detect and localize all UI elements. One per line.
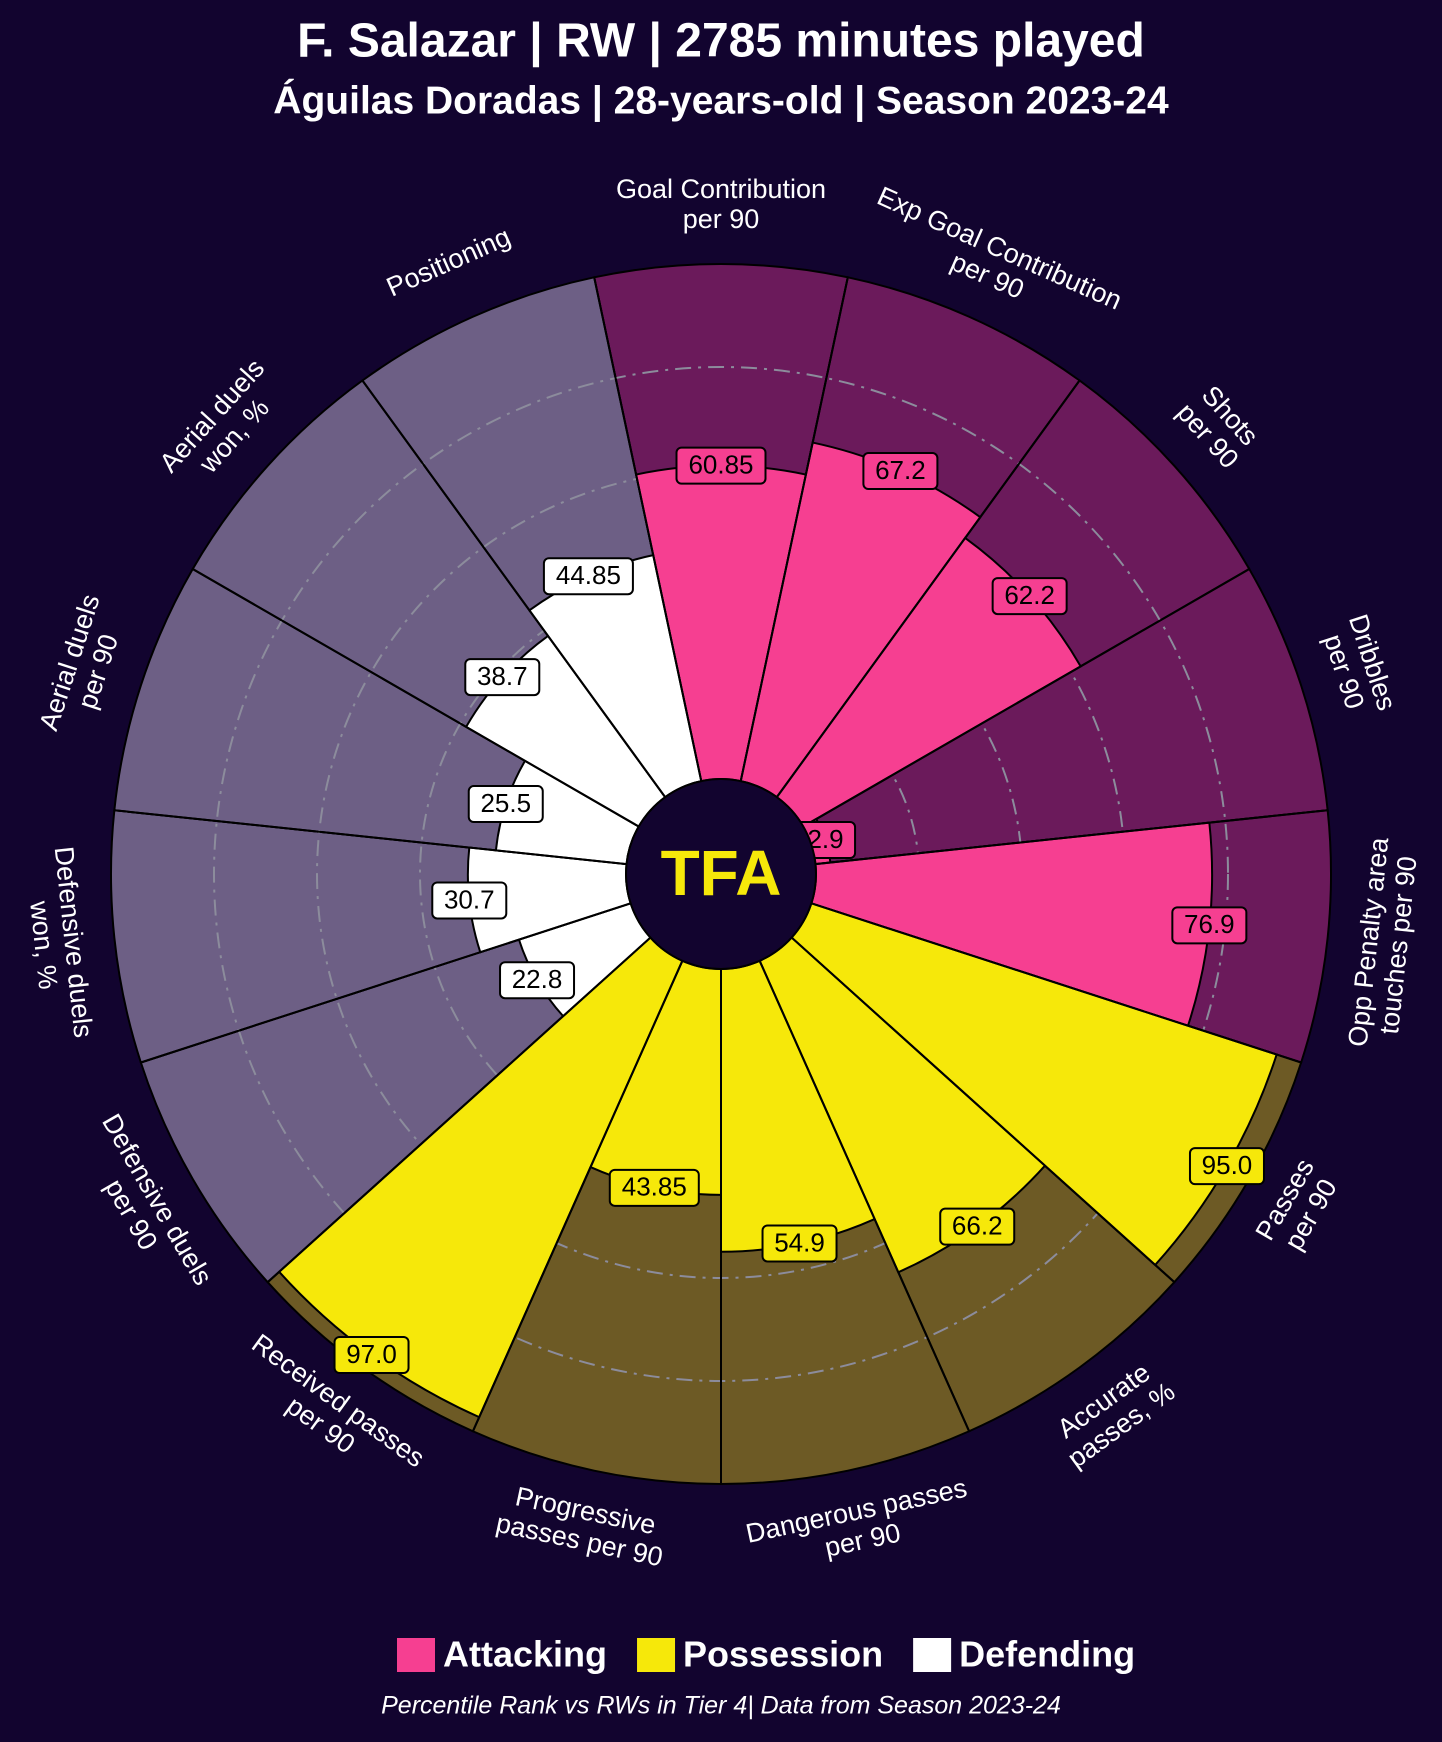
value-label-box <box>464 658 541 697</box>
value-label: 38.7 <box>477 661 528 691</box>
value-label-box <box>939 1207 1016 1246</box>
value-label: 43.85 <box>622 1172 687 1202</box>
slice-divider <box>471 960 684 1432</box>
value-label-box <box>499 961 576 1000</box>
slice-divider <box>776 379 1081 798</box>
category-label-line: Goal Contribution <box>616 174 826 204</box>
legend-label: Attacking <box>443 1634 607 1675</box>
slice-divider <box>140 902 631 1064</box>
value-label: 95.0 <box>1202 1150 1253 1180</box>
slice-divider <box>114 809 627 866</box>
slice-divider <box>790 936 1175 1283</box>
legend-label: Possession <box>683 1634 883 1675</box>
value-label: 62.2 <box>1004 580 1055 610</box>
slice-divider <box>593 277 703 782</box>
value-label: 76.9 <box>1184 909 1235 939</box>
slice-divider <box>267 936 652 1283</box>
value-label: 97.0 <box>346 1339 397 1369</box>
value-label: 67.2 <box>875 455 926 485</box>
slice-divider <box>802 568 1250 828</box>
value-label-box <box>761 1224 838 1263</box>
slice-divider <box>192 568 640 828</box>
value-label: 66.2 <box>952 1211 1003 1241</box>
slice-divider <box>758 960 971 1432</box>
value-label: 25.5 <box>480 788 531 818</box>
footer: Percentile Rank vs RWs in Tier 4| Data f… <box>381 1692 1061 1720</box>
category-label: Goal Contribution per 90 <box>616 174 826 234</box>
value-label: 30.7 <box>444 884 495 914</box>
value-label: 44.85 <box>556 560 621 590</box>
chart-title: F. Salazar | RW | 2785 minutes played <box>297 15 1145 68</box>
value-label-box <box>675 446 767 485</box>
chart-subtitle: Águilas Doradas | 28-years-old | Season … <box>273 78 1169 122</box>
value-label: 22.8 <box>512 964 563 994</box>
value-label: 54.9 <box>774 1227 825 1257</box>
slice-divider <box>361 379 666 798</box>
value-label-box <box>431 881 508 920</box>
category-label: Dribblesper 90 <box>1314 611 1402 724</box>
legend-swatch <box>397 1638 435 1672</box>
slice-divider <box>815 809 1328 866</box>
value-label-box <box>467 785 544 824</box>
value-label-box <box>1188 1147 1265 1186</box>
logo-circle <box>625 778 817 970</box>
legend-label: Defending <box>959 1634 1135 1675</box>
category-label-line: per 90 <box>683 204 760 234</box>
slice-divider <box>739 277 849 782</box>
legend-swatch <box>913 1638 952 1672</box>
legend-swatch <box>637 1638 676 1672</box>
value-label-box <box>333 1336 410 1375</box>
value-label-box <box>542 557 634 596</box>
value-label-box <box>862 452 939 491</box>
slice-divider <box>811 902 1302 1064</box>
value-label-box <box>1171 906 1248 945</box>
logo-text: TFA <box>661 837 782 909</box>
value-label-box <box>991 577 1068 616</box>
value-label: 60.85 <box>688 449 753 479</box>
value-label-box <box>608 1168 700 1207</box>
